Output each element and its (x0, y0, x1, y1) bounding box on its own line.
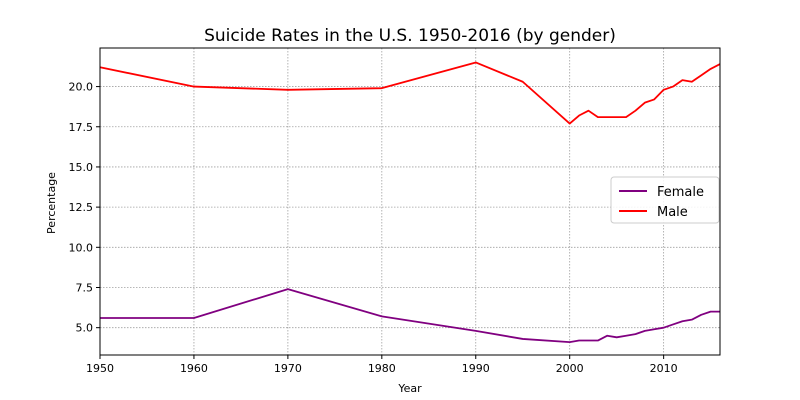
y-tick-label: 12.5 (69, 201, 94, 214)
y-tick-label: 7.5 (76, 281, 94, 294)
x-tick-label: 1980 (368, 362, 396, 375)
y-tick-label: 20.0 (69, 81, 94, 94)
x-tick-label: 2000 (556, 362, 584, 375)
y-tick-label: 17.5 (69, 121, 94, 134)
x-tick-label: 1950 (86, 362, 114, 375)
y-tick-label: 10.0 (69, 241, 94, 254)
plot-frame (99, 47, 721, 356)
legend-label-female: Female (657, 185, 704, 200)
series-line-female (100, 288, 720, 344)
series-line-male (99, 61, 721, 125)
y-axis-label: Percentage (45, 172, 58, 234)
legend: Female Male (610, 176, 720, 224)
x-tick-label: 1970 (274, 362, 302, 375)
x-axis-ticks: 1950 1960 1970 1980 1990 2000 2010 (86, 355, 678, 375)
x-tick-label: 1960 (180, 362, 208, 375)
y-axis-ticks: 5.0 7.5 10.0 12.5 15.0 17.5 20.0 (69, 81, 100, 335)
chart-title: Suicide Rates in the U.S. 1950-2016 (by … (204, 26, 616, 46)
y-tick-label: 15.0 (69, 161, 94, 174)
series-lines (99, 61, 721, 344)
y-tick-label: 5.0 (76, 322, 94, 335)
x-tick-label: 2010 (650, 362, 678, 375)
x-tick-label: 1990 (462, 362, 490, 375)
legend-label-male: Male (657, 205, 688, 220)
x-axis-label: Year (397, 382, 422, 395)
